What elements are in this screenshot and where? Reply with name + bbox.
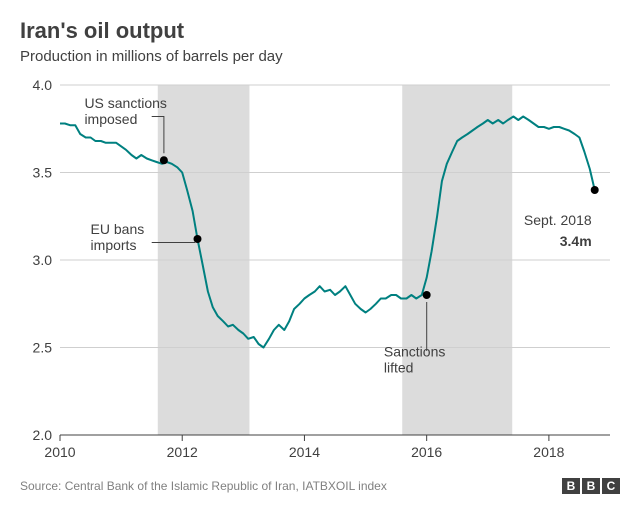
bbc-logo: B B C [562,478,620,494]
x-tick-label: 2012 [167,444,198,460]
annotation-label-us-sanctions: US sanctions [84,95,166,111]
annotation-label-eu-bans: EU bans [91,221,145,237]
y-tick-label: 2.0 [33,427,53,443]
x-tick-label: 2016 [411,444,442,460]
annotation-label-eu-bans: imports [91,237,137,253]
annotation-label-sanctions-lifted: Sanctions [384,343,445,359]
annotation-marker [160,156,168,164]
bbc-logo-b2: B [582,478,600,494]
annotation-marker [591,186,599,194]
annotation-marker [194,235,202,243]
annotation-label-us-sanctions: imposed [84,111,137,127]
chart-title: Iran's oil output [20,18,620,44]
chart-container: Iran's oil output Production in millions… [0,0,640,520]
y-tick-label: 3.5 [33,165,53,181]
annotation-label-sanctions-lifted: lifted [384,359,414,375]
source-text: Source: Central Bank of the Islamic Repu… [20,479,387,493]
x-tick-label: 2018 [533,444,564,460]
annotation-marker [423,291,431,299]
bbc-logo-b1: B [562,478,580,494]
chart-subtitle: Production in millions of barrels per da… [20,48,620,65]
plot-area: 2.0 2.5 3.0 3.5 4.0 2010 2012 2014 2016 2018 US sa… [20,75,620,470]
y-tick-label: 2.5 [33,340,53,356]
y-tick-label: 3.0 [33,252,53,268]
x-tick-label: 2014 [289,444,320,460]
x-tick-label: 2010 [44,444,75,460]
y-tick-label: 4.0 [33,77,53,93]
annotation-label-sept-2018: Sept. 2018 [524,212,592,228]
annotation-label-sept-2018-val: 3.4m [560,233,592,249]
bbc-logo-c: C [602,478,620,494]
line-chart-svg: 2.0 2.5 3.0 3.5 4.0 2010 2012 2014 2016 2018 US sa… [20,75,620,465]
chart-footer: Source: Central Bank of the Islamic Repu… [20,478,620,494]
